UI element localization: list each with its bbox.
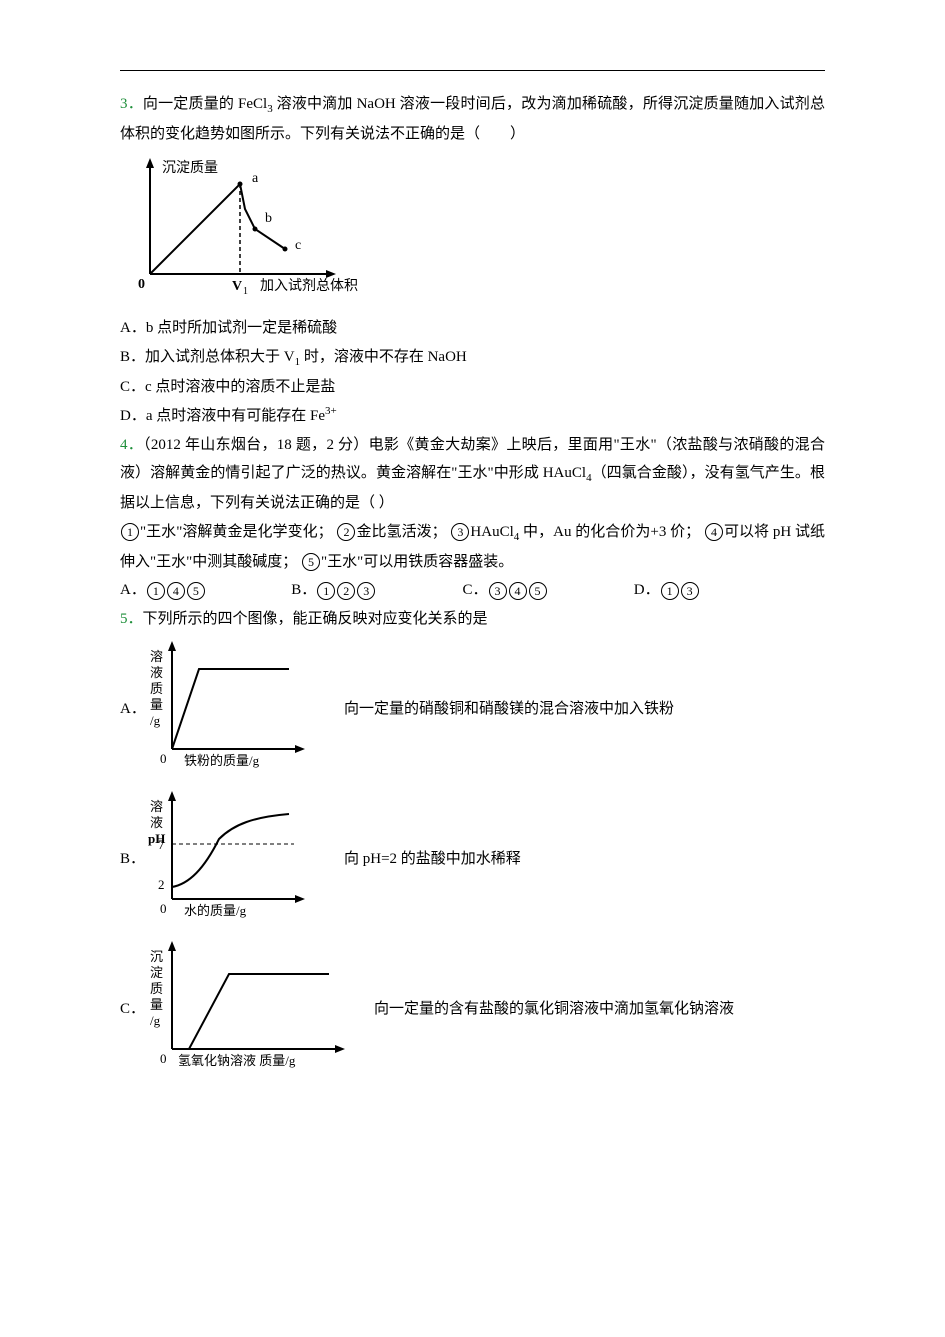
q4-a-label: A．: [120, 582, 146, 598]
q4-b-c3: 3: [357, 582, 375, 600]
q3-origin: 0: [138, 277, 145, 292]
q5-c-yl-1: 淀: [150, 965, 163, 980]
q3-stem: 3．向一定质量的 FeCl3 溶液中滴加 NaOH 溶液一段时间后，改为滴加稀硫…: [120, 90, 825, 148]
circ-1: 1: [121, 523, 139, 541]
q5-a-origin: 0: [160, 751, 167, 766]
q5-a-figure: 溶 液 质 量 /g 0 铁粉的质量/g: [144, 639, 324, 779]
q5-b-origin: 0: [160, 901, 167, 916]
q3-number: 3．: [120, 96, 143, 112]
q3-opt-b-1: B．加入试剂总体积大于 V: [120, 349, 295, 365]
circ-2: 2: [337, 523, 355, 541]
q5-a-yl-3: 量: [150, 697, 163, 712]
q4-s3a: HAuCl: [470, 524, 513, 540]
q4-a-c3: 5: [187, 582, 205, 600]
q5-c-letter: C．: [120, 995, 144, 1024]
q5-a-yl-4: /g: [150, 713, 161, 728]
q3-v1: V: [232, 279, 242, 294]
circ-4: 4: [705, 523, 723, 541]
q3-figure: 沉淀质量 a b c 0 V 1 加入试剂总体积: [120, 154, 825, 304]
q5-a-xlabel: 铁粉的质量/g: [184, 753, 260, 768]
q4-c-label: C．: [463, 582, 488, 598]
q4-opt-b: B．123: [291, 576, 462, 605]
q5-c-xlabel: 氢氧化钠溶液 质量/g: [178, 1053, 296, 1068]
q5-a-yl-1: 液: [150, 665, 163, 680]
top-rule: [120, 70, 825, 71]
q3-opt-d: D．a 点时溶液中有可能存在 Fe3+: [120, 401, 825, 431]
q5-row-b: B． 溶 液 pH 7 2 0 水的质量/g 向 pH=2 的盐酸中加水稀释: [120, 789, 825, 929]
q5-b-letter: B．: [120, 845, 144, 874]
q3-ylabel: 沉淀质量: [162, 160, 218, 176]
q4-s2: 金比氢活泼；: [356, 524, 446, 540]
q3-ann-b: b: [265, 211, 272, 226]
q4-c-c3: 5: [529, 582, 547, 600]
q5-number: 5．: [120, 611, 143, 627]
q4-b-label: B．: [291, 582, 316, 598]
q3-chart: 沉淀质量 a b c 0 V 1 加入试剂总体积: [120, 154, 440, 304]
page: 3．向一定质量的 FeCl3 溶液中滴加 NaOH 溶液一段时间后，改为滴加稀硫…: [0, 0, 945, 1337]
q4-s3b: 中，Au 的化合价为+3 价；: [519, 524, 700, 540]
q5-b-desc: 向 pH=2 的盐酸中加水稀释: [324, 845, 825, 874]
q4-b-c2: 2: [337, 582, 355, 600]
q4-options: A．145 B．123 C．345 D．13: [120, 576, 825, 605]
q4-c-c1: 3: [489, 582, 507, 600]
q3-opt-b: B．加入试剂总体积大于 V1 时，溶液中不存在 NaOH: [120, 343, 825, 373]
q4-number: 4．: [120, 437, 143, 453]
q5-b-xlabel: 水的质量/g: [184, 903, 247, 918]
q5-c-yl-3: 量: [150, 997, 163, 1012]
q5-b-tick-7: 7: [158, 837, 165, 852]
q5-row-c: C． 沉 淀 质 量 /g 0 氢氧化钠溶液 质量/g 向一定量的含有盐酸的氯化…: [120, 939, 825, 1079]
q5-c-desc: 向一定量的含有盐酸的氯化铜溶液中滴加氢氧化钠溶液: [354, 995, 825, 1024]
q3-ann-a: a: [252, 171, 259, 186]
q5-c-yl-0: 沉: [150, 949, 163, 964]
q3-opt-d-sup: 3+: [325, 405, 337, 417]
q4-s1: "王水"溶解黄金是化学变化；: [140, 524, 333, 540]
q4-opt-c: C．345: [463, 576, 634, 605]
q4-d-label: D．: [634, 582, 660, 598]
q5-a-letter: A．: [120, 695, 144, 724]
q5-row-a: A． 溶 液 质 量 /g 0 铁粉的质量/g 向一定量的硝酸铜和硝酸镁的混合溶…: [120, 639, 825, 779]
q4-b-c1: 1: [317, 582, 335, 600]
circ-3: 3: [451, 523, 469, 541]
q4-c-c2: 4: [509, 582, 527, 600]
q5-b-chart: 溶 液 pH 7 2 0 水的质量/g: [144, 789, 314, 929]
q4-a-c2: 4: [167, 582, 185, 600]
q5-a-desc: 向一定量的硝酸铜和硝酸镁的混合溶液中加入铁粉: [324, 695, 825, 724]
q5-a-yl-2: 质: [150, 681, 163, 696]
q5-a-yl-0: 溶: [150, 649, 163, 664]
q4-stem: 4．（2012 年山东烟台，18 题，2 分）电影《黄金大劫案》上映后，里面用"…: [120, 431, 825, 518]
q5-b-yl-1: 液: [150, 815, 163, 830]
q4-opt-a: A．145: [120, 576, 291, 605]
circ-5: 5: [302, 553, 320, 571]
q4-s5: "王水"可以用铁质容器盛装。: [321, 554, 513, 570]
q3-v1-sub: 1: [243, 286, 248, 297]
q5-b-yl-0: 溶: [150, 799, 163, 814]
q5-c-chart: 沉 淀 质 量 /g 0 氢氧化钠溶液 质量/g: [144, 939, 354, 1079]
q3-ann-c: c: [295, 238, 301, 253]
q5-c-origin: 0: [160, 1051, 167, 1066]
q3-text-1: 向一定质量的 FeCl: [143, 96, 267, 112]
q3-opt-a: A．b 点时所加试剂一定是稀硫酸: [120, 314, 825, 343]
q3-xlabel: 加入试剂总体积: [260, 278, 358, 294]
q5-b-tick-2: 2: [158, 877, 165, 892]
q4-a-c1: 1: [147, 582, 165, 600]
q5-stem: 5．下列所示的四个图像，能正确反映对应变化关系的是: [120, 605, 825, 634]
q4-d-c1: 1: [661, 582, 679, 600]
q5-text: 下列所示的四个图像，能正确反映对应变化关系的是: [143, 611, 488, 627]
q5-c-yl-2: 质: [150, 981, 163, 996]
q4-opt-d: D．13: [634, 576, 805, 605]
q3-opt-c: C．c 点时溶液中的溶质不止是盐: [120, 373, 825, 402]
q5-b-figure: 溶 液 pH 7 2 0 水的质量/g: [144, 789, 324, 929]
q5-c-yl-4: /g: [150, 1013, 161, 1028]
q3-opt-b-2: 时，溶液中不存在 NaOH: [300, 349, 467, 365]
q4-d-c2: 3: [681, 582, 699, 600]
q4-statements: 1"王水"溶解黄金是化学变化； 2金比氢活泼； 3HAuCl 4 中，Au 的化合…: [120, 518, 825, 576]
q3-opt-d-1: D．a 点时溶液中有可能存在 Fe: [120, 408, 325, 424]
q5-c-figure: 沉 淀 质 量 /g 0 氢氧化钠溶液 质量/g: [144, 939, 354, 1079]
q5-a-chart: 溶 液 质 量 /g 0 铁粉的质量/g: [144, 639, 314, 779]
